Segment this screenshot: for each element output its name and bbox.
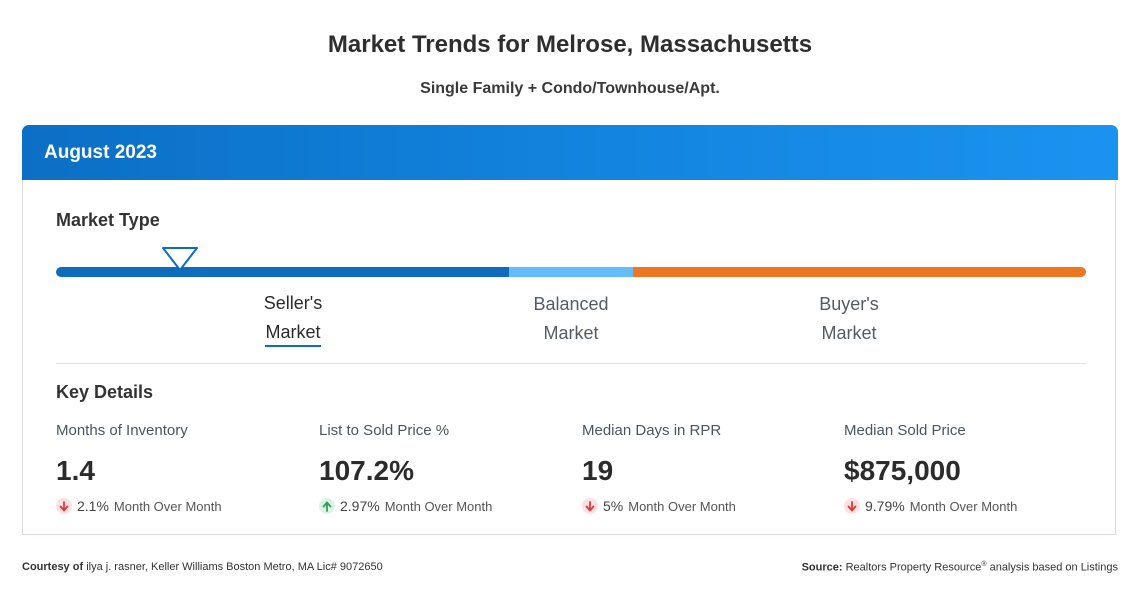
page-subtitle: Single Family + Condo/Townhouse/Apt. (420, 80, 720, 97)
seller-market-label: Seller's Market (213, 289, 373, 347)
metric-value: 107.2% (319, 455, 414, 486)
card-header: August 2023 (22, 125, 1118, 180)
change-period: Month Over Month (384, 498, 493, 514)
market-trends-card: August 2023 Market Type Seller's Market … (22, 125, 1118, 535)
courtesy-text: ilya j. rasner, Keller Williams Boston M… (86, 561, 383, 573)
metric-median-sold-price: Median Sold Price $875,000 9.79% Month O… (844, 422, 1084, 516)
metric-change: 2.97% Month Over Month (319, 496, 559, 516)
buyer-market-line2: Market (821, 323, 877, 343)
arrow-down-icon (582, 498, 598, 514)
source-text-tail: analysis based on Listings (989, 561, 1118, 574)
source-text: Realtors Property Resource (845, 561, 982, 574)
courtesy-label: Courtesy of (22, 561, 84, 573)
buyer-market-label: Buyer's Market (769, 290, 929, 348)
source-footer: Source: Realtors Property Resource® anal… (802, 561, 1118, 574)
metric-value: 19 (582, 455, 614, 486)
balanced-market-line1: Balanced (533, 294, 609, 314)
change-percent: 5% (603, 498, 624, 514)
balanced-market-line2: Market (543, 323, 599, 343)
metric-median-days-in-rpr: Median Days in RPR 19 5% Month Over Mont… (582, 422, 822, 516)
change-period: Month Over Month (628, 498, 736, 514)
metric-label: Median Days in RPR (582, 422, 722, 439)
metric-label: Months of Inventory (56, 422, 188, 439)
market-type-bar (56, 267, 1086, 277)
balanced-market-segment (509, 267, 633, 277)
period-label: August 2023 (44, 142, 157, 163)
seller-market-segment (56, 267, 509, 277)
metric-list-to-sold-price: List to Sold Price % 107.2% 2.97% Month … (319, 422, 559, 516)
registered-mark: ® (981, 561, 987, 568)
key-details-title: Key Details (56, 382, 154, 402)
metric-value: 1.4 (56, 455, 95, 486)
arrow-down-icon (56, 498, 72, 514)
change-period: Month Over Month (909, 498, 1018, 514)
change-percent: 2.97% (340, 498, 380, 514)
balanced-market-label: Balanced Market (491, 290, 651, 348)
market-indicator-icon (162, 247, 198, 271)
page-title: Market Trends for Melrose, Massachusetts (327, 31, 813, 58)
seller-market-line2: Market (265, 320, 321, 347)
metric-label: Median Sold Price (844, 422, 966, 439)
buyer-market-segment (633, 267, 1086, 277)
metric-label: List to Sold Price % (319, 422, 450, 439)
section-divider (56, 363, 1086, 364)
arrow-down-icon (844, 498, 860, 514)
change-period: Month Over Month (113, 498, 222, 514)
metric-months-of-inventory: Months of Inventory 1.4 2.1% Month Over … (56, 422, 296, 516)
metric-change: 2.1% Month Over Month (56, 496, 296, 516)
metric-change: 5% Month Over Month (582, 496, 822, 516)
market-type-title: Market Type (56, 210, 160, 230)
arrow-up-icon (319, 498, 335, 514)
seller-market-line1: Seller's (263, 293, 323, 313)
metric-change: 9.79% Month Over Month (844, 496, 1084, 516)
change-percent: 2.1% (77, 498, 109, 514)
courtesy-footer: Courtesy of ilya j. rasner, Keller Willi… (22, 561, 383, 573)
source-label: Source: (801, 561, 843, 574)
buyer-market-line1: Buyer's (819, 294, 879, 314)
change-percent: 9.79% (865, 498, 905, 514)
metric-value: $875,000 (844, 455, 961, 486)
